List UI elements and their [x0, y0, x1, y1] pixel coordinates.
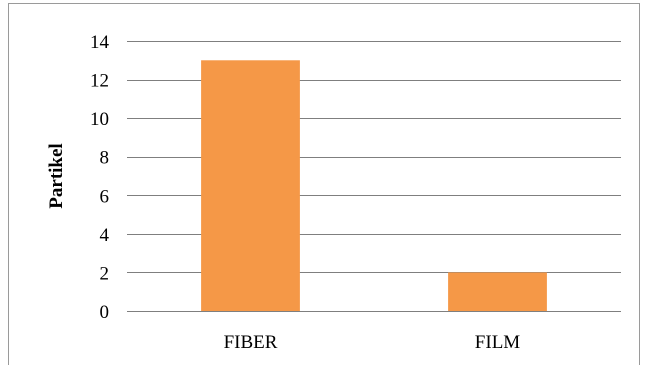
y-tick-label: 0: [100, 302, 110, 323]
y-tick-label: 8: [100, 148, 110, 169]
y-tick-label: 4: [100, 225, 110, 246]
y-tick-label: 12: [90, 71, 109, 92]
y-tick-label: 2: [100, 263, 110, 284]
y-axis-title: Partikel: [46, 143, 67, 208]
x-tick-label-film: FILM: [475, 332, 521, 353]
y-tick-label: 6: [100, 186, 110, 207]
bar-fiber: [201, 60, 300, 312]
x-tick-label-fiber: FIBER: [224, 332, 278, 353]
y-tick-label: 14: [90, 32, 110, 53]
y-tick-label: 10: [90, 109, 109, 130]
bars: [201, 60, 547, 312]
bar-film: [448, 272, 547, 311]
x-tick-labels: FIBER FILM: [224, 332, 521, 353]
y-tick-labels: 0 2 4 6 8 10 12 14: [90, 32, 110, 323]
